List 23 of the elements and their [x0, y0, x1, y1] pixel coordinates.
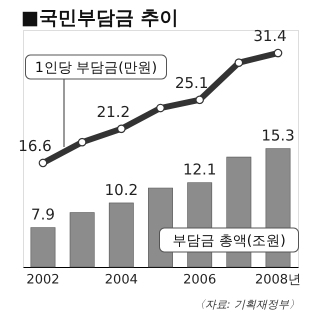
data-label: 25.1 — [174, 74, 208, 92]
point — [274, 48, 282, 58]
x-tick-label: 2008년 — [254, 272, 302, 288]
point — [195, 96, 204, 104]
data-label: 10.2 — [104, 180, 138, 199]
data-label: 16.6 — [18, 136, 52, 155]
text: 〈자료: 기획재정부〉 — [194, 298, 300, 311]
point — [78, 138, 86, 146]
point — [117, 124, 126, 134]
data-label: 21.2 — [96, 102, 130, 121]
series-label: 부담금 총액(조원) — [172, 233, 286, 249]
x-tick-label: 2002 — [26, 272, 60, 288]
point — [156, 104, 165, 112]
data-label: 7.9 — [31, 206, 55, 224]
x-tick-label: 2006 — [183, 272, 216, 288]
data-label: 15.3 — [261, 126, 295, 144]
point — [234, 58, 244, 67]
data-label: 12.1 — [182, 160, 216, 179]
chart-title: ■국민부담금 추이 — [21, 7, 179, 29]
text: 1인당 부담금(만원) — [34, 60, 158, 76]
point — [38, 158, 48, 168]
x-tick-label: 2004 — [104, 272, 138, 288]
data-label: 31.4 — [253, 27, 287, 46]
